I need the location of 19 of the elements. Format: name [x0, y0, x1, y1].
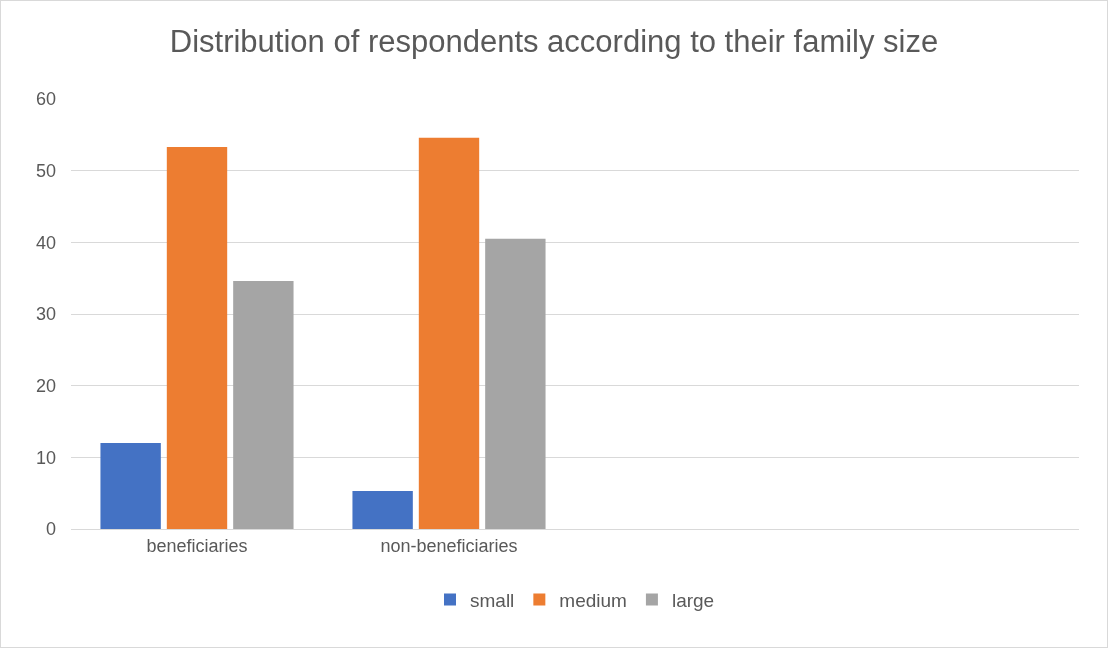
y-tick-label: 30	[35, 304, 56, 325]
chart-title: Distribution of respondents according to their family size	[169, 23, 939, 59]
legend-label: medium	[559, 589, 627, 611]
bar	[352, 491, 413, 529]
legend-label: small	[470, 589, 515, 611]
y-tick-label: 0	[45, 519, 56, 540]
y-tick-label: 50	[35, 160, 56, 181]
y-tick-label: 40	[35, 232, 56, 253]
bar	[485, 238, 546, 529]
y-tick-label: 20	[35, 375, 56, 396]
bar	[166, 147, 228, 529]
y-tick-label: 10	[35, 447, 56, 468]
bar	[100, 443, 161, 529]
legend-label: large	[671, 589, 715, 611]
y-tick-label: 60	[35, 89, 56, 110]
x-tick-label: beneficiaries	[146, 535, 248, 556]
bar	[233, 281, 294, 529]
bar	[418, 137, 480, 529]
x-tick-label: non-beneficiaries	[380, 535, 518, 556]
